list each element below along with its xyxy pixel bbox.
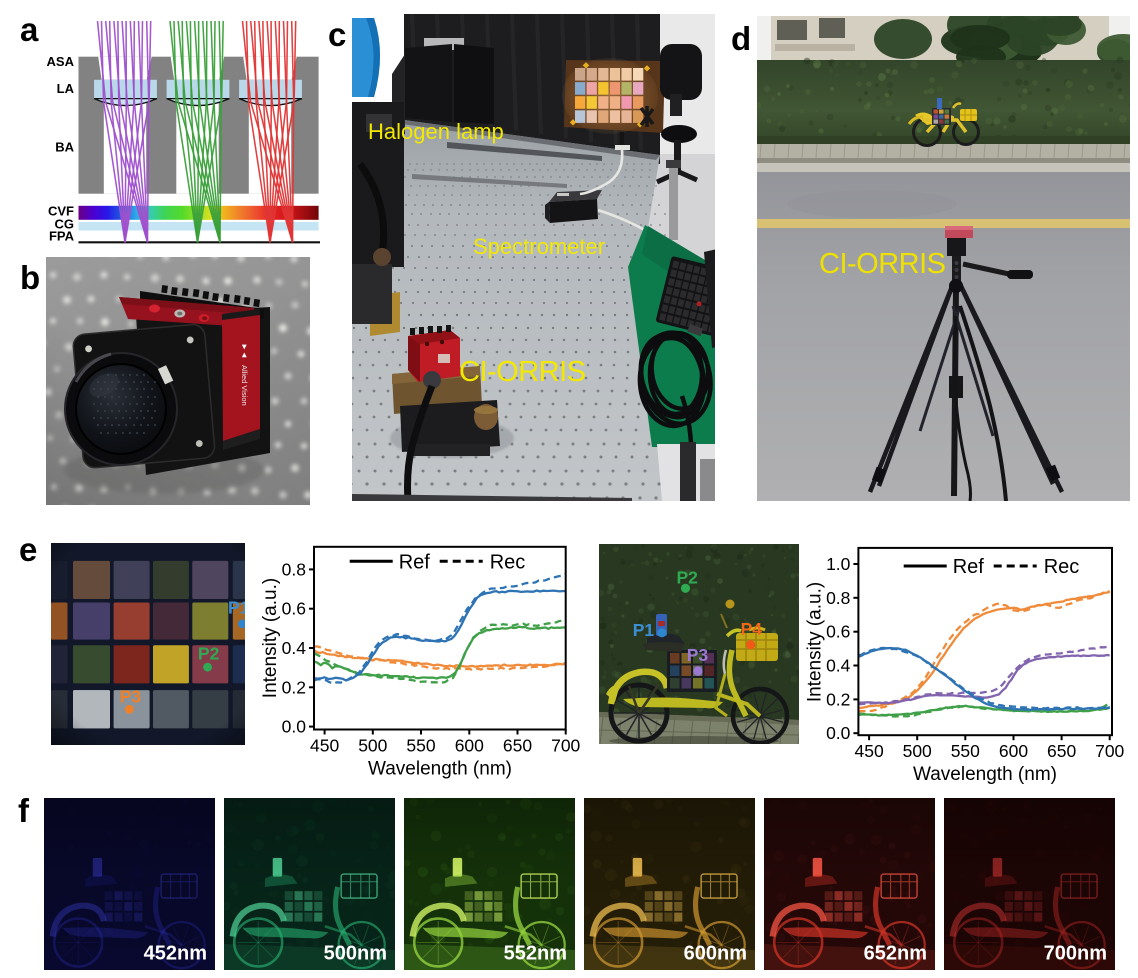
svg-text:552nm: 552nm [504,943,567,965]
svg-text:600: 600 [455,736,484,756]
svg-text:Allied Vision: Allied Vision [240,365,249,406]
svg-text:Intensity (a.u.): Intensity (a.u.) [260,578,281,698]
svg-text:LA: LA [57,81,75,96]
svg-text:P2: P2 [677,567,699,587]
svg-text:CI-ORRIS: CI-ORRIS [819,248,946,280]
svg-text:0.2: 0.2 [282,677,306,697]
svg-text:Intensity (a.u.): Intensity (a.u.) [804,582,825,702]
svg-text:650: 650 [503,736,532,756]
svg-text:FPA: FPA [49,229,75,244]
svg-text:Ref: Ref [399,551,431,573]
svg-text:452nm: 452nm [144,943,207,965]
svg-text:P2: P2 [198,644,220,664]
svg-text:P1: P1 [228,598,250,618]
svg-text:CI-ORRIS: CI-ORRIS [459,356,586,388]
svg-text:P1: P1 [633,620,655,640]
svg-text:0.6: 0.6 [826,622,850,642]
svg-text:Wavelength (nm): Wavelength (nm) [368,759,512,780]
svg-text:600: 600 [999,741,1028,761]
svg-text:Rec: Rec [490,551,526,573]
svg-text:500: 500 [358,736,387,756]
svg-text:652nm: 652nm [864,943,927,965]
svg-text:CG: CG [55,217,75,232]
svg-text:Halogen lamp: Halogen lamp [368,119,504,144]
svg-text:0.4: 0.4 [826,656,851,676]
svg-text:P3: P3 [120,687,142,707]
svg-text:0.4: 0.4 [282,638,307,658]
svg-text:0.0: 0.0 [282,717,307,737]
svg-text:0.8: 0.8 [826,588,850,608]
svg-text:0.8: 0.8 [282,559,306,579]
svg-text:500nm: 500nm [324,943,387,965]
svg-text:Ref: Ref [953,556,985,578]
svg-text:450: 450 [310,736,339,756]
svg-text:700nm: 700nm [1044,943,1107,965]
svg-text:600nm: 600nm [684,943,747,965]
svg-text:P4: P4 [741,619,763,639]
svg-text:0.2: 0.2 [826,689,850,709]
svg-text:700: 700 [551,736,580,756]
svg-text:►◄: ►◄ [240,343,249,359]
svg-text:ASA: ASA [47,54,75,69]
svg-text:P3: P3 [687,645,709,665]
svg-text:Wavelength (nm): Wavelength (nm) [913,764,1057,785]
svg-text:0.0: 0.0 [826,723,851,743]
svg-text:650: 650 [1047,741,1076,761]
svg-text:450: 450 [854,741,883,761]
svg-text:550: 550 [406,736,435,756]
svg-text:BA: BA [55,140,74,155]
svg-text:500: 500 [903,741,932,761]
svg-text:700: 700 [1095,741,1124,761]
svg-text:Spectrometer: Spectrometer [473,234,605,259]
svg-text:0.6: 0.6 [282,599,306,619]
svg-text:Rec: Rec [1044,556,1080,578]
svg-text:1.0: 1.0 [826,554,851,574]
svg-text:550: 550 [951,741,980,761]
svg-text:CVF: CVF [48,204,74,219]
